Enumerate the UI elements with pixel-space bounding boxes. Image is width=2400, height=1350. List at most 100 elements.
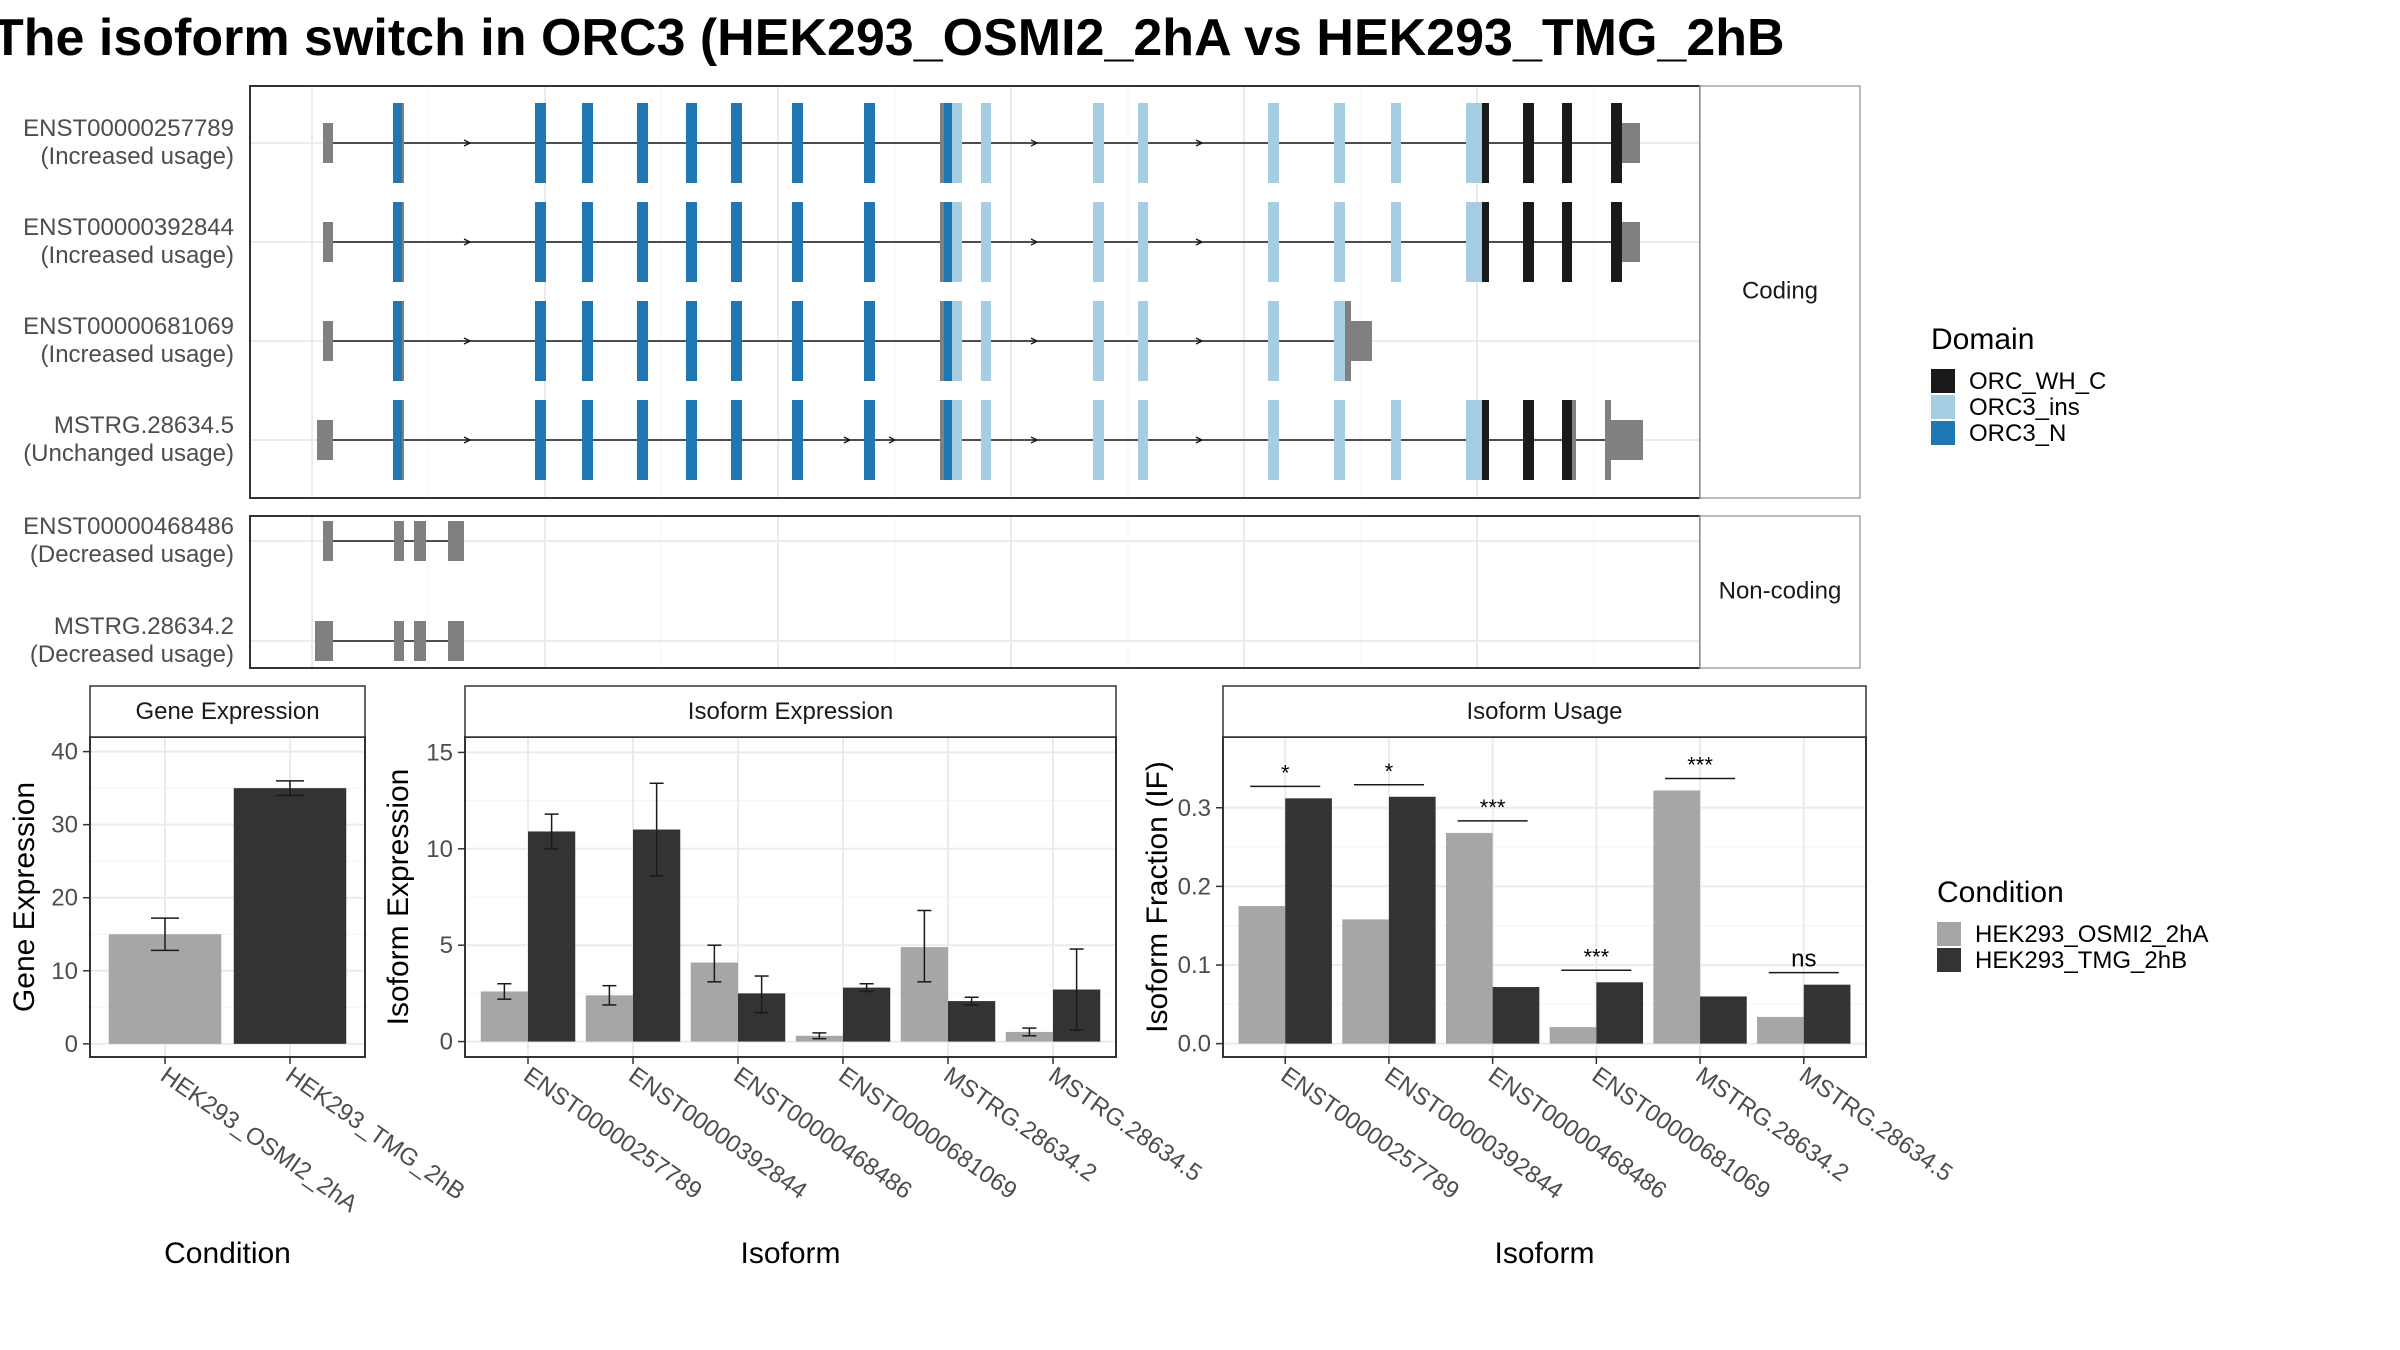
page-title: The isoform switch in ORC3 (HEK293_OSMI2… — [0, 9, 1785, 67]
chart-2-bar — [1757, 1016, 1804, 1044]
orc3-ins-exon — [1093, 301, 1104, 381]
noncoding-exon — [414, 521, 426, 561]
orc3-n-exon — [792, 103, 803, 183]
orc3-ins-exon — [1334, 301, 1345, 381]
coding-panel-bg — [250, 86, 1700, 498]
orc-wh-c-exon — [1482, 202, 1489, 282]
chart-2-ytick-label: 0.1 — [1178, 952, 1211, 979]
chart-1-xlabel: Isoform — [740, 1237, 840, 1270]
utr-exon — [1345, 301, 1351, 381]
orc3-n-exon — [582, 301, 593, 381]
condition-legend-label: HEK293_OSMI2_2hA — [1975, 921, 2208, 948]
orc3-n-exon — [864, 301, 875, 381]
transcript-id-label: ENST00000392844 — [23, 214, 234, 241]
chart-2-strip — [1222, 685, 1867, 738]
orc3-ins-exon — [1391, 202, 1401, 282]
utr-exon — [317, 420, 333, 460]
chart-2-bar — [1285, 798, 1332, 1044]
condition-legend-key — [1937, 922, 1961, 946]
condition-legend-key — [1937, 948, 1961, 972]
chart-2-significance-label: * — [1385, 759, 1394, 784]
orc3-n-exon — [792, 400, 803, 480]
transcript-id-label: ENST00000681069 — [23, 313, 234, 340]
orc3-n-exon — [637, 103, 648, 183]
chart-2-bar — [1803, 984, 1851, 1044]
orc3-ins-exon — [952, 301, 962, 381]
strand-arrow — [1030, 337, 1039, 345]
chart-1-ylabel: Isoform Expression — [382, 769, 415, 1026]
chart-0-ytick-label: 10 — [51, 958, 78, 985]
utr-exon — [1611, 420, 1643, 460]
chart-2-ytick-label: 0.3 — [1178, 795, 1211, 822]
strand-arrow — [463, 436, 472, 444]
chart-0-bar — [108, 934, 222, 1044]
chart-2-xtick-label: ENST00000392844 — [1379, 1062, 1567, 1205]
orc3-ins-exon — [1268, 400, 1279, 480]
chart-0-xlabel: Condition — [164, 1237, 291, 1270]
chart-0-strip — [89, 685, 366, 738]
orc-wh-c-exon — [1562, 202, 1572, 282]
utr-exon — [1605, 400, 1611, 480]
orc3-n-exon — [535, 202, 546, 282]
transcript-usage-label: (Decreased usage) — [30, 541, 234, 568]
orc-wh-c-exon — [1482, 400, 1489, 480]
orc3-n-exon — [393, 202, 402, 282]
orc3-n-exon — [686, 202, 697, 282]
chart-2-bar — [1445, 832, 1493, 1044]
noncoding-panel-strip-label: Non-coding — [1719, 577, 1842, 604]
chart-2-xtick-label: ENST00000468486 — [1483, 1062, 1671, 1205]
chart-1-ytick-label: 15 — [426, 739, 453, 766]
orc3-n-exon — [792, 301, 803, 381]
transcript-id-label: ENST00000257789 — [23, 115, 234, 142]
chart-2-ylabel: Isoform Fraction (IF) — [1141, 761, 1174, 1033]
orc3-ins-exon — [1268, 202, 1279, 282]
strand-arrow — [1195, 436, 1204, 444]
chart-1-ytick-label: 5 — [440, 932, 453, 959]
orc3-ins-exon — [1138, 301, 1148, 381]
orc3-n-exon — [686, 301, 697, 381]
domain-legend-key — [1931, 369, 1955, 393]
orc3-ins-exon — [1466, 202, 1482, 282]
chart-0-ytick-label: 0 — [65, 1031, 78, 1058]
orc3-n-exon — [637, 301, 648, 381]
orc3-ins-exon — [1138, 103, 1148, 183]
orc-wh-c-exon — [1562, 103, 1572, 183]
orc3-ins-exon — [1093, 103, 1104, 183]
domain-legend-label: ORC_WH_C — [1969, 368, 2106, 395]
orc3-n-exon — [944, 103, 952, 183]
chart-2-bar — [1492, 987, 1540, 1044]
orc3-ins-exon — [1138, 400, 1148, 480]
strand-arrow — [1195, 139, 1204, 147]
utr-exon — [323, 321, 333, 361]
chart-0-ytick-label: 20 — [51, 885, 78, 912]
orc3-n-exon — [637, 202, 648, 282]
orc3-ins-exon — [1391, 400, 1401, 480]
orc3-ins-exon — [981, 202, 991, 282]
strand-arrow — [463, 337, 472, 345]
noncoding-exon — [323, 521, 333, 561]
orc3-n-exon — [393, 400, 402, 480]
chart-0-title: Gene Expression — [135, 698, 319, 725]
orc-wh-c-exon — [1611, 103, 1622, 183]
orc3-ins-exon — [1268, 301, 1279, 381]
domain-legend-key — [1931, 421, 1955, 445]
utr-exon — [1351, 321, 1372, 361]
utr-exon — [1622, 123, 1640, 163]
chart-0-xtick-label: HEK293_OSMI2_2hA — [156, 1062, 363, 1218]
chart-1-ytick-label: 0 — [440, 1029, 453, 1056]
transcript-usage-label: (Increased usage) — [41, 242, 234, 269]
chart-1-bar — [843, 987, 891, 1042]
chart-1-title: Isoform Expression — [688, 698, 893, 725]
chart-1-bar — [528, 831, 576, 1042]
orc3-n-exon — [731, 202, 742, 282]
orc3-n-exon — [731, 301, 742, 381]
chart-2-significance-label: ns — [1791, 946, 1816, 973]
transcript-usage-label: (Decreased usage) — [30, 641, 234, 668]
chart-2-ytick-label: 0.0 — [1178, 1031, 1211, 1058]
orc3-ins-exon — [952, 400, 962, 480]
chart-2-bar — [1342, 919, 1389, 1044]
orc3-ins-exon — [1466, 103, 1482, 183]
domain-legend-label: ORC3_ins — [1969, 394, 2080, 421]
noncoding-exon — [414, 621, 426, 661]
strand-arrow — [463, 238, 472, 246]
